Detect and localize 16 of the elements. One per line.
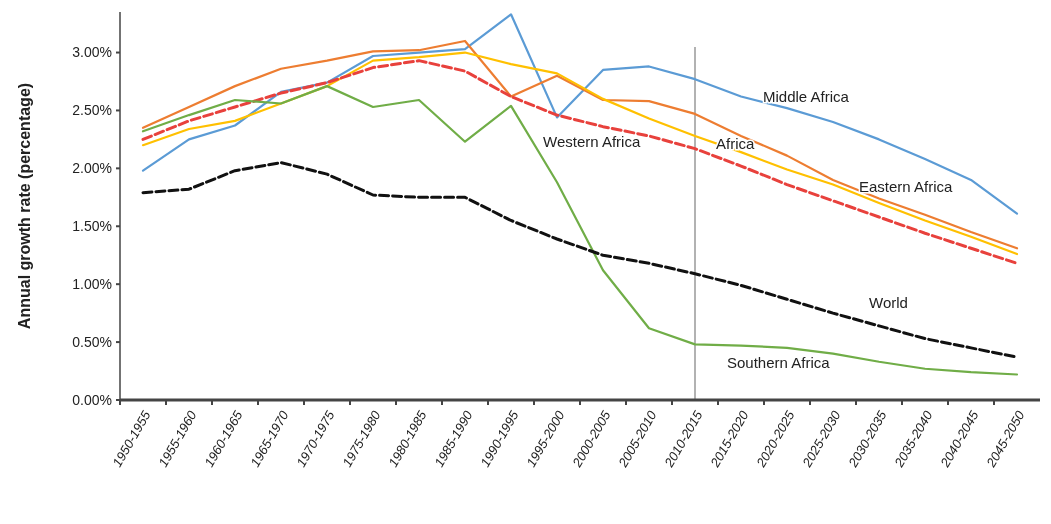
series-label: Middle Africa <box>763 88 850 106</box>
line-series <box>141 161 1019 359</box>
series-label: Eastern Africa <box>859 178 954 196</box>
y-tick-label: 1.00% <box>72 276 112 293</box>
y-tick-label: 2.00% <box>72 160 112 177</box>
y-tick-label: 3.00% <box>72 44 112 61</box>
line-series <box>141 13 1019 215</box>
y-tick-label: 0.00% <box>72 391 112 408</box>
y-tick-label: 2.50% <box>72 102 112 119</box>
y-tick-label: 1.50% <box>72 218 112 235</box>
series-label: World <box>869 293 908 311</box>
series-label: Western Africa <box>543 132 641 150</box>
y-tick-label: 0.50% <box>72 333 112 350</box>
y-axis-title: Annual growth rate (percentage) <box>16 82 33 330</box>
series-label: Southern Africa <box>727 353 831 371</box>
line-series <box>141 85 1019 376</box>
